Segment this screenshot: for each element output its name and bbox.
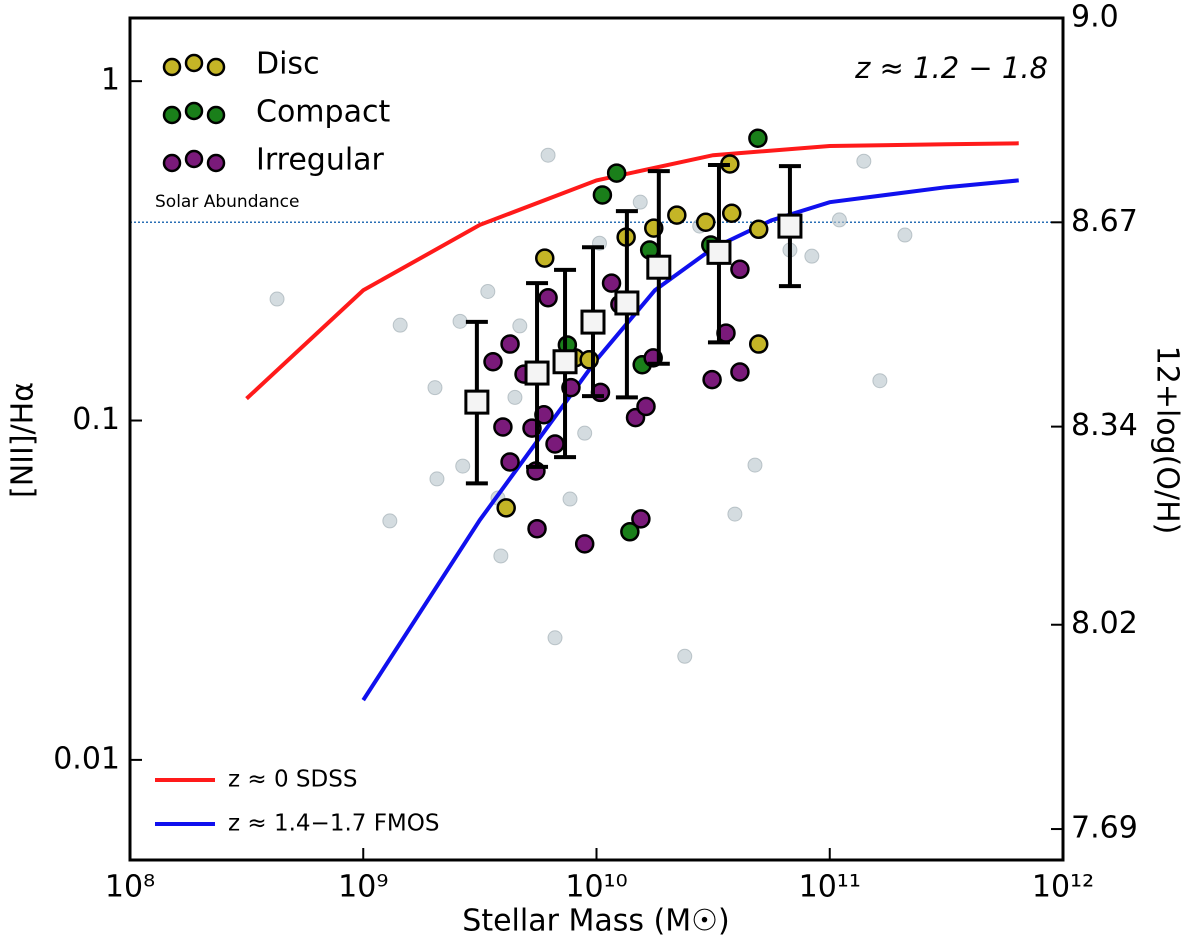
line	[361, 178, 1019, 702]
background-point	[455, 458, 471, 474]
background-point	[577, 425, 593, 441]
point	[527, 518, 547, 539]
mean-marker	[524, 360, 550, 386]
point	[620, 522, 640, 542]
background-point	[480, 283, 496, 299]
plot-frame	[128, 16, 1065, 862]
point	[702, 369, 722, 390]
point	[535, 248, 555, 268]
y-axis-label: [NII]/Hα	[6, 382, 41, 498]
legend-label: z ≈ 0 SDSS	[228, 767, 357, 793]
x-tick-label: 10⁹	[338, 870, 388, 905]
point	[695, 212, 716, 232]
background-point	[856, 153, 872, 169]
background-point	[747, 457, 763, 473]
background-point	[269, 291, 285, 307]
point	[500, 452, 520, 472]
background-point	[512, 318, 528, 334]
background-point	[831, 212, 847, 228]
y2-tick-label: 8.02	[1071, 606, 1138, 641]
background-point	[562, 491, 578, 507]
legend-label: z ≈ 1.4−1.7 FMOS	[228, 811, 439, 837]
background-point	[677, 648, 693, 664]
background-point	[452, 313, 468, 329]
x-tick-label: 10¹¹	[799, 870, 861, 905]
legend-label: Disc	[256, 47, 320, 82]
point	[601, 273, 622, 293]
point	[636, 396, 656, 417]
legend-marker	[184, 53, 204, 73]
background-point	[392, 317, 408, 333]
point	[592, 185, 613, 205]
legend-label: Irregular	[256, 143, 385, 178]
background-point	[429, 471, 445, 487]
point	[748, 128, 768, 148]
legend-marker	[206, 57, 226, 77]
line	[245, 141, 1019, 401]
background-point	[540, 147, 556, 163]
point	[545, 434, 565, 454]
x-tick-label: 10¹²	[1032, 870, 1094, 905]
point	[579, 350, 599, 370]
annotation: z ≈ 1.2 − 1.8	[854, 51, 1048, 85]
point	[493, 417, 513, 437]
y2-axis-label: 12+log(O/H)	[1150, 346, 1185, 535]
point	[721, 203, 742, 224]
point	[730, 259, 750, 280]
point	[667, 205, 687, 225]
point	[483, 352, 503, 372]
background-point	[872, 373, 888, 389]
mean-marker	[552, 349, 578, 375]
background-point	[547, 630, 563, 646]
y2-tick-label: 7.69	[1071, 811, 1138, 846]
legend-marker	[184, 101, 204, 121]
point	[748, 219, 769, 240]
legend-marker	[162, 153, 182, 173]
y2-tick-label: 8.67	[1071, 204, 1138, 239]
x-axis-label: Stellar Mass (M☉)	[462, 904, 729, 939]
point	[574, 534, 595, 554]
y2-tick-label: 9.0	[1071, 0, 1119, 35]
point	[538, 288, 558, 308]
mean-marker	[777, 213, 803, 239]
mean-marker	[614, 290, 640, 316]
background-point	[382, 513, 398, 529]
x-tick-label: 10¹⁰	[565, 870, 627, 905]
legend-marker	[206, 153, 226, 173]
point	[631, 509, 651, 529]
y-tick-label: 1	[101, 63, 120, 98]
y-tick-label: 0.1	[72, 402, 120, 437]
mean-marker	[464, 389, 490, 415]
point	[730, 362, 750, 382]
y2-tick-label: 8.34	[1071, 408, 1138, 443]
legend-label: Compact	[256, 95, 390, 130]
point	[606, 163, 627, 183]
x-tick-label: 10⁸	[105, 870, 155, 905]
background-point	[507, 389, 523, 405]
background-point	[632, 194, 648, 210]
legend-marker	[184, 149, 204, 169]
point	[748, 334, 769, 354]
point	[500, 334, 520, 354]
legend-marker	[206, 105, 226, 125]
background-point	[727, 506, 743, 522]
legend-marker	[162, 57, 182, 77]
background-point	[897, 227, 913, 243]
background-point	[427, 380, 443, 396]
annotation: Solar Abundance	[155, 192, 299, 212]
legend-marker	[162, 105, 182, 125]
mean-marker	[646, 254, 672, 280]
mean-marker	[706, 239, 732, 265]
mean-marker	[580, 309, 606, 335]
y-tick-label: 0.01	[53, 741, 120, 776]
background-point	[493, 548, 509, 564]
point	[496, 498, 516, 518]
background-point	[804, 248, 820, 264]
